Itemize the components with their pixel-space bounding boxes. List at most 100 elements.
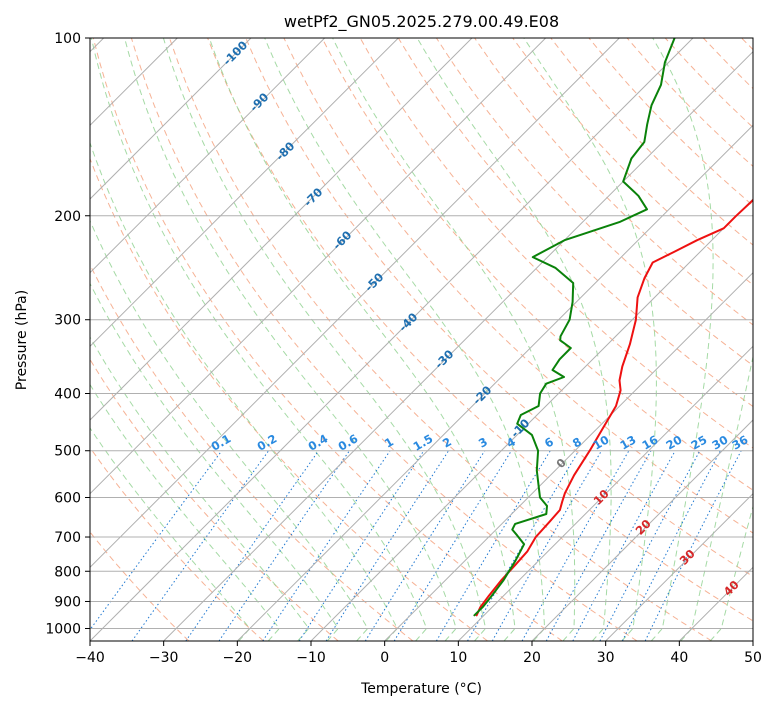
isotherm-line (384, 271, 753, 641)
moist-adiabat (90, 383, 280, 641)
dewpoint-line (473, 38, 676, 617)
mixing-ratio-line (644, 450, 742, 641)
dry-adiabat (512, 38, 753, 286)
y-tick-label: 600 (54, 490, 81, 506)
chart-title: wetPf2_GN05.2025.279.00.49.E08 (284, 12, 559, 32)
wet-adiabat-label: 40 (721, 578, 742, 599)
dry-adiabat (435, 38, 753, 367)
x-tick-label: −20 (223, 650, 253, 666)
isotherm-label: -50 (362, 270, 387, 295)
wet-adiabat-label: 0 (553, 455, 569, 471)
mixing-ratio-line (325, 450, 450, 641)
mixing-ratio-line (393, 450, 512, 641)
y-tick-label: 500 (54, 444, 81, 460)
x-tick-label: −10 (296, 650, 326, 666)
wet-adiabat-label: 20 (633, 517, 654, 538)
x-tick-label: 20 (523, 650, 541, 666)
dry-adiabat (90, 446, 264, 641)
y-tick-label: 800 (54, 564, 81, 580)
isotherm-line (90, 38, 547, 495)
wet-adiabat-label: 30 (677, 547, 698, 568)
mixing-ratio-line (218, 450, 350, 641)
isotherm-line (90, 38, 620, 569)
isotherm-label: -30 (432, 347, 457, 372)
mixing-ratio-line (545, 450, 652, 641)
moist-adiabat (90, 38, 428, 641)
y-axis-title: Pressure (hPa) (14, 290, 30, 390)
dry-adiabat (550, 38, 753, 246)
dry-adiabat (245, 38, 753, 578)
isotherm-line (531, 419, 753, 641)
dry-adiabat (321, 38, 753, 491)
isotherm-line (90, 38, 473, 421)
moist-adiabat (124, 38, 457, 641)
x-tick-label: −40 (75, 650, 105, 666)
dry-adiabat (283, 38, 753, 534)
y-tick-label: 700 (54, 530, 81, 546)
y-tick-label: 200 (54, 209, 81, 225)
mixing-ratio-label: 36 (730, 432, 751, 452)
mixing-ratio-line (262, 450, 391, 641)
dry-adiabat (130, 38, 638, 641)
dry-adiabat (169, 38, 712, 641)
y-tick-label: 900 (54, 594, 81, 610)
mixing-ratio-line (435, 450, 551, 641)
isotherm-line (90, 38, 252, 200)
x-tick-label: 10 (449, 650, 467, 666)
dry-adiabat (90, 263, 414, 641)
y-tick-label: 400 (54, 387, 81, 403)
y-tick-label: 300 (54, 313, 81, 329)
x-tick-label: 50 (744, 650, 762, 666)
isotherm-line (310, 198, 753, 641)
mixing-ratio-line (298, 450, 425, 641)
isotherm-line (605, 492, 753, 641)
x-axis: −40 −30 −20 −10 0 10 20 30 40 50 (75, 641, 762, 666)
mixing-ratio-label: 10 (591, 432, 612, 452)
moist-adiabat (332, 38, 576, 641)
isotherm-line (236, 124, 753, 641)
x-tick-label: 40 (670, 650, 688, 666)
plot-frame (89, 37, 754, 642)
y-axis: 100 200 300 400 500 600 700 800 900 1000 (45, 31, 90, 637)
dry-adiabat (664, 38, 753, 129)
moist-adiabat (416, 38, 612, 641)
dry-adiabat (90, 358, 339, 641)
wet-adiabat-label: 10 (591, 487, 612, 508)
isotherm-line (90, 38, 694, 641)
x-axis-title: Temperature (°C) (360, 681, 482, 697)
isotherm-line (90, 38, 399, 348)
mixing-ratio-label: 30 (710, 432, 731, 452)
mixing-ratio-line (364, 450, 486, 641)
moist-adiabat (523, 38, 657, 641)
mixing-ratio-line (90, 450, 223, 631)
isotherm-line (163, 50, 753, 641)
mixing-ratio-line (521, 450, 630, 641)
dry-adiabat (90, 157, 488, 641)
moist-adiabat (208, 38, 516, 641)
mixing-ratio-label: 13 (618, 432, 639, 452)
moist-adiabat (264, 38, 545, 641)
plot-area: -100-90-80-70-60-50-40-30-20-100.1 0.2 0.4… (90, 38, 753, 641)
dry-adiabat (474, 38, 753, 326)
moist-adiabat (90, 427, 251, 641)
y-tick-label: 100 (54, 31, 81, 47)
dry-adiabat (92, 38, 563, 641)
moist-adiabat (680, 354, 753, 641)
dry-adiabat (588, 38, 753, 207)
x-tick-label: 0 (380, 650, 389, 666)
temperature-line (475, 198, 753, 617)
x-tick-label: 30 (597, 650, 615, 666)
isotherm-line (752, 640, 753, 641)
mixing-ratio-line (185, 450, 320, 641)
mixing-ratio-label: 16 (640, 432, 661, 452)
mixing-ratio-label: 20 (664, 432, 685, 452)
isotherm-line (90, 38, 326, 274)
moist-adiabat (90, 219, 369, 641)
moist-adiabat (709, 504, 753, 641)
isotherm-label: -60 (330, 228, 355, 253)
moist-adiabat (90, 141, 398, 641)
mixing-ratio-label: 1 (382, 434, 396, 450)
y-tick-label: 1000 (45, 621, 81, 637)
isotherm-line (678, 566, 753, 641)
